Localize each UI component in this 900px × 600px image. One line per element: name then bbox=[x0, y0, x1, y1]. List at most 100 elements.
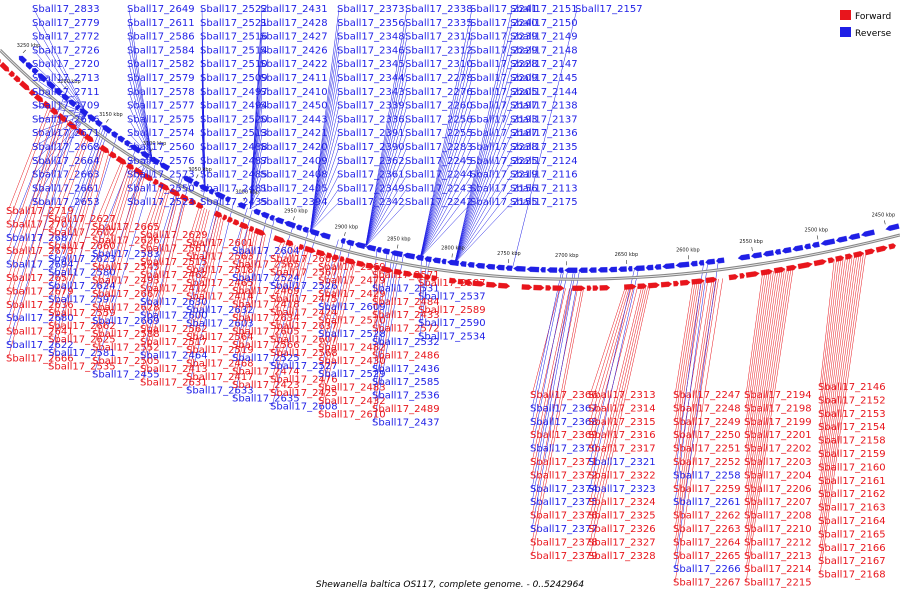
gene-arrow bbox=[526, 266, 540, 273]
gene-arrow bbox=[540, 267, 546, 273]
gene-label: Sball17_2663 bbox=[32, 170, 100, 181]
gene-arrow bbox=[315, 249, 326, 257]
leader-line bbox=[233, 228, 251, 305]
gene-label: Sball17_2158 bbox=[818, 436, 886, 447]
gene-arrow bbox=[864, 248, 876, 256]
leader-line bbox=[33, 113, 87, 175]
gene-label: Sball17_2443 bbox=[260, 114, 328, 125]
gene-arrow bbox=[448, 277, 457, 284]
leader-line bbox=[319, 261, 350, 388]
gene-label: Sball17_2264 bbox=[673, 537, 741, 548]
gene-arrow bbox=[42, 100, 51, 109]
gene-arrow bbox=[660, 281, 673, 288]
gene-label: Sball17_2204 bbox=[744, 470, 812, 481]
gene-label: Sball17_2527 bbox=[270, 361, 338, 372]
leader-line bbox=[674, 279, 713, 516]
scale-tick-label: 2700 kbp bbox=[555, 253, 579, 259]
gene-label: Sball17_2422 bbox=[260, 59, 328, 70]
leader-line bbox=[454, 105, 513, 263]
gene-arrow bbox=[56, 112, 68, 123]
gene-label: Sball17_2164 bbox=[818, 516, 886, 527]
gene-label: Sball17_2162 bbox=[818, 489, 886, 500]
gene-arrow bbox=[888, 243, 896, 250]
gene-arrow bbox=[76, 127, 85, 136]
gene-arrow bbox=[716, 257, 725, 264]
leader-line bbox=[141, 175, 181, 303]
gene-label: Sball17_2146 bbox=[818, 382, 886, 393]
gene-label: Sball17_2709 bbox=[32, 101, 100, 112]
gene-arrow bbox=[66, 120, 78, 130]
gene-label: Sball17_2494 bbox=[200, 101, 268, 112]
leader-line bbox=[7, 108, 51, 225]
gene-label: Sball17_2168 bbox=[818, 570, 886, 581]
gene-arrow bbox=[464, 279, 472, 286]
leader-line bbox=[310, 64, 340, 232]
leader-line bbox=[7, 109, 82, 346]
leader-line bbox=[420, 133, 473, 258]
leader-line bbox=[310, 160, 340, 232]
gene-label: Sball17_2219 bbox=[470, 170, 538, 181]
gene-features bbox=[0, 55, 900, 291]
gene-label: Sball17_2479 bbox=[318, 275, 386, 286]
gene-label: Sball17_2249 bbox=[673, 417, 741, 428]
gene-label: Sball17_2390 bbox=[337, 142, 405, 153]
leader-line bbox=[128, 105, 153, 160]
gene-label: Sball17_2344 bbox=[337, 73, 405, 84]
gene-label: Sball17_2587 bbox=[418, 278, 486, 289]
gene-label: Sball17_2436 bbox=[372, 364, 440, 375]
leader-line bbox=[454, 119, 513, 263]
leader-line bbox=[454, 160, 513, 264]
leader-line bbox=[420, 119, 473, 258]
gene-label: Sball17_2520 bbox=[200, 114, 268, 125]
leader-line bbox=[745, 271, 768, 422]
gene-label: Sball17_2636 bbox=[6, 300, 74, 311]
gene-arrow bbox=[13, 75, 21, 83]
scale-tick-label: 2600 kbp bbox=[676, 247, 700, 253]
gene-arrow bbox=[698, 259, 705, 266]
gene-label: Sball17_2144 bbox=[510, 87, 578, 98]
gene-label: Sball17_2312 bbox=[405, 45, 473, 56]
gene-arrow bbox=[403, 252, 416, 260]
gene-arrow bbox=[393, 268, 403, 275]
gene-label: Sball17_2228 bbox=[470, 59, 538, 70]
gene-label: Sball17_2719 bbox=[6, 206, 74, 217]
gene-arrow bbox=[346, 239, 355, 247]
gene-label: Sball17_2313 bbox=[588, 390, 656, 401]
scale-ticks: 3250 kbp 3200 kbp 3150 kbp 3100 kbp 3050 kbp… bbox=[17, 43, 895, 266]
gene-label: Sball17_2565 bbox=[232, 259, 300, 270]
gene-label: Sball17_2255 bbox=[405, 128, 473, 139]
gene-label: Sball17_2263 bbox=[673, 524, 741, 535]
leader-line bbox=[128, 91, 153, 159]
gene-arrow bbox=[545, 285, 552, 291]
scale-tick bbox=[150, 148, 153, 153]
leader-line bbox=[187, 207, 205, 270]
gene-label: Sball17_2229 bbox=[470, 45, 538, 56]
leader-line bbox=[819, 258, 842, 428]
leader-line bbox=[250, 201, 263, 210]
leader-line bbox=[420, 174, 473, 258]
gene-arrow bbox=[546, 267, 558, 273]
gene-label: Sball17_2414 bbox=[186, 292, 254, 303]
leader-line bbox=[674, 280, 704, 463]
leader-line bbox=[373, 254, 404, 423]
leader-line bbox=[128, 50, 153, 159]
gene-label: Sball17_2208 bbox=[744, 511, 812, 522]
leader-line bbox=[310, 188, 340, 232]
gene-label: Sball17_2362 bbox=[337, 156, 405, 167]
leader-line bbox=[187, 215, 222, 364]
gene-label: Sball17_2370 bbox=[530, 444, 598, 455]
gene-arrow bbox=[835, 255, 845, 262]
gene-label: Sball17_2582 bbox=[127, 59, 195, 70]
gene-arrow bbox=[169, 188, 181, 197]
gene-label: Sball17_2622 bbox=[6, 340, 74, 351]
scale-tick bbox=[816, 235, 819, 240]
gene-arrow bbox=[49, 107, 58, 115]
gene-label: Sball17_2679 bbox=[6, 286, 74, 297]
gene-label: Sball17_2623 bbox=[48, 254, 116, 265]
gene-label: Sball17_2521 bbox=[200, 18, 268, 29]
gene-label: Sball17_2428 bbox=[260, 18, 328, 29]
gene-label: Sball17_2325 bbox=[588, 511, 656, 522]
gene-label: Sball17_2607 bbox=[270, 334, 338, 345]
leader-line bbox=[819, 254, 860, 535]
gene-label: Sball17_2562 bbox=[140, 324, 208, 335]
